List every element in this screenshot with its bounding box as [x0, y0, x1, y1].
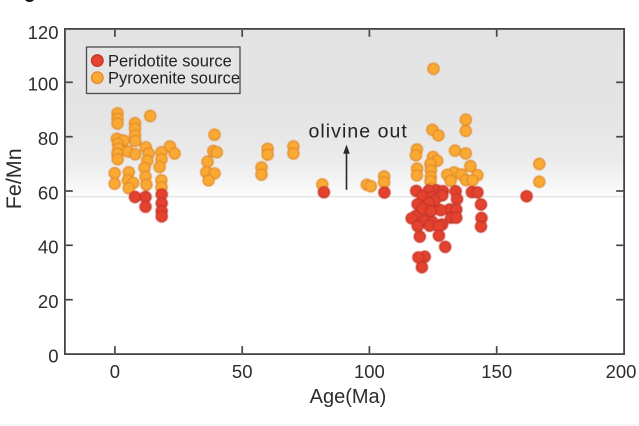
- svg-text:120: 120: [28, 22, 59, 43]
- svg-text:80: 80: [38, 128, 59, 149]
- svg-text:olivine out: olivine out: [309, 120, 408, 142]
- svg-text:Fe/Mn: Fe/Mn: [2, 148, 26, 209]
- svg-text:0: 0: [48, 345, 58, 366]
- svg-text:0: 0: [110, 361, 120, 382]
- svg-text:50: 50: [232, 361, 253, 382]
- svg-text:100: 100: [28, 74, 59, 95]
- svg-text:200: 200: [606, 361, 637, 382]
- svg-text:Age(Ma): Age(Ma): [310, 386, 387, 408]
- svg-text:20: 20: [38, 291, 59, 312]
- svg-text:Pyroxenite source: Pyroxenite source: [108, 70, 240, 88]
- svg-text:150: 150: [481, 361, 512, 382]
- svg-text:60: 60: [38, 182, 59, 203]
- svg-text:100: 100: [354, 361, 385, 382]
- svg-text:Peridotite source: Peridotite source: [108, 52, 232, 70]
- svg-text:40: 40: [38, 237, 59, 258]
